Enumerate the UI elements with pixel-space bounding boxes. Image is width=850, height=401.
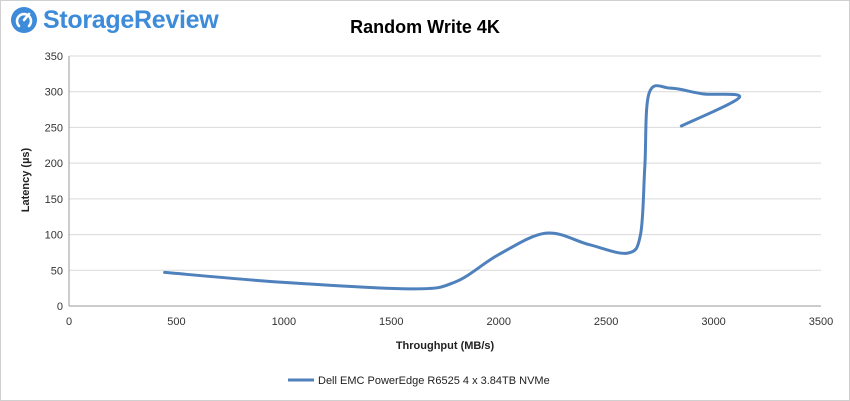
x-axis-ticks: 0 500 1000 1500 2000 2500 3000 3500 — [66, 316, 833, 328]
series-layer — [163, 84, 741, 291]
legend-label: Dell EMC PowerEdge R6525 4 x 3.84TB NVMe — [318, 375, 550, 387]
x-axis-label: Throughput (MB/s) — [396, 340, 495, 352]
y-tick-label: 50 — [51, 265, 63, 277]
gridlines — [69, 55, 821, 271]
x-tick-label: 2000 — [486, 316, 510, 328]
y-tick-label: 200 — [45, 158, 63, 170]
x-tick-label: 2500 — [594, 316, 618, 328]
x-tick-label: 500 — [167, 316, 185, 328]
y-tick-label: 100 — [45, 230, 63, 242]
y-tick-label: 250 — [45, 122, 63, 134]
y-tick-label: 300 — [45, 87, 63, 99]
y-tick-label: 150 — [45, 194, 63, 206]
y-tick-label: 350 — [45, 51, 63, 63]
legend: Dell EMC PowerEdge R6525 4 x 3.84TB NVMe — [288, 375, 550, 387]
plot-area — [68, 56, 821, 307]
x-tick-label: 3500 — [809, 316, 833, 328]
logo-text: StorageReview — [43, 5, 219, 34]
x-tick-label: 0 — [66, 316, 72, 328]
y-axis-ticks: 0 50 100 150 200 250 300 350 — [45, 51, 63, 313]
y-tick-label: 0 — [57, 301, 63, 313]
x-tick-label: 1000 — [272, 316, 296, 328]
x-tick-label: 1500 — [379, 316, 403, 328]
x-tick-label: 3000 — [701, 316, 725, 328]
chart-title: Random Write 4K — [350, 17, 500, 37]
storagereview-logo-icon — [11, 7, 37, 33]
series-line — [163, 84, 741, 291]
y-axis-label: Latency (µs) — [20, 147, 32, 212]
logo: StorageReview — [9, 5, 219, 35]
